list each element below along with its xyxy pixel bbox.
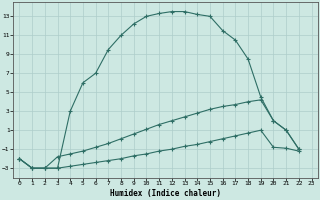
X-axis label: Humidex (Indice chaleur): Humidex (Indice chaleur) [110,189,221,198]
